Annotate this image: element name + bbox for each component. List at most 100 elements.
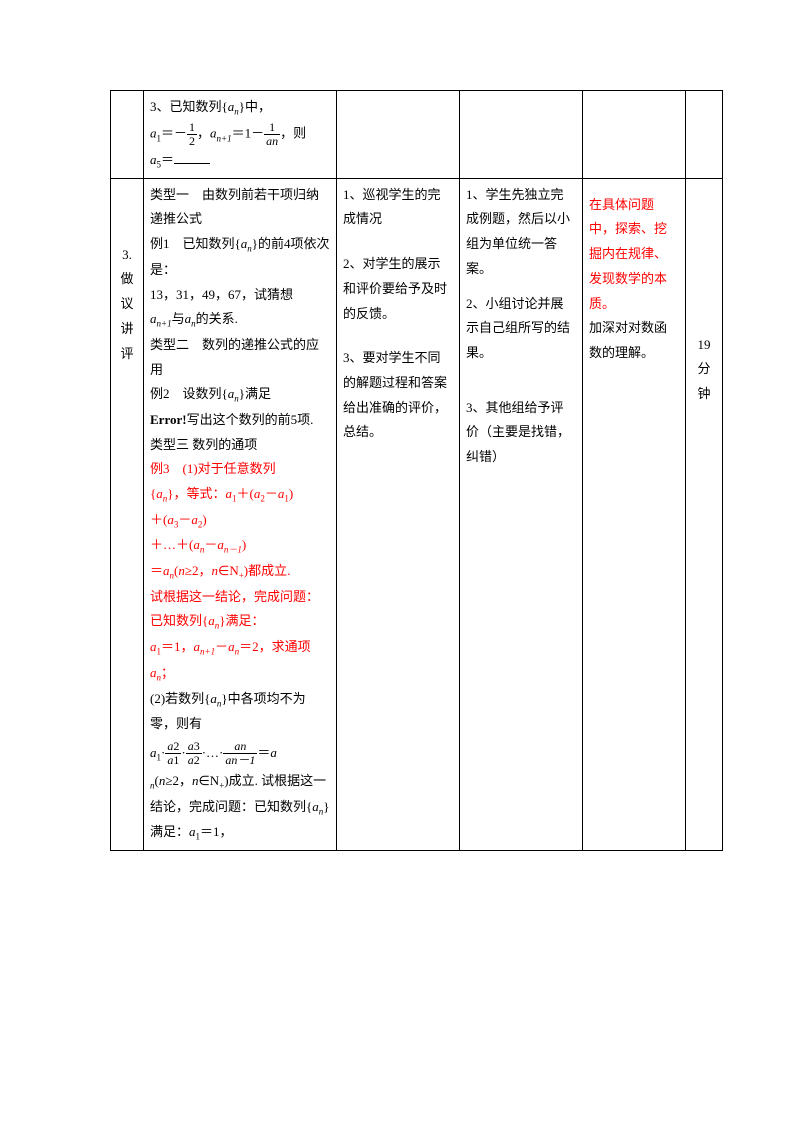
- t: }满足: [239, 386, 271, 401]
- t: ≥2，: [165, 773, 192, 788]
- formula-line: a1·a2a1·a3a2·…·anan－1＝a: [150, 737, 330, 769]
- row1-col3: [337, 91, 460, 179]
- text: 2、对学生的展示和评价要给予及时的反馈。: [343, 252, 453, 326]
- t: ): [289, 486, 293, 501]
- t: －: [215, 639, 228, 654]
- num: 1: [264, 121, 280, 135]
- label: 分: [688, 357, 720, 382]
- text: 13，31，49，67，试猜想: [150, 283, 330, 308]
- t: ＝: [150, 563, 163, 578]
- v: a: [270, 745, 277, 760]
- row2-col3: 1、巡视学生的完成情况 2、对学生的展示和评价要给予及时的反馈。 3、要对学生不…: [337, 178, 460, 850]
- text: 3、已知数列{: [150, 99, 228, 114]
- text-red: a1＝1，an+1－an＝2，求通项 an；: [150, 635, 330, 686]
- row1-col1: [111, 91, 144, 179]
- text: 3、要对学生不同的解题过程和答案给出准确的评价，总结。: [343, 346, 453, 445]
- row1-col6: [686, 91, 723, 179]
- row1-col5: [583, 91, 686, 179]
- t: 例2 设数列{: [150, 386, 228, 401]
- t: －: [204, 537, 217, 552]
- t: 的关系.: [196, 311, 238, 326]
- text: Error!写出这个数列的前5项.: [150, 408, 330, 433]
- text-red: {an}，等式：a1＋(a2－a1): [150, 482, 330, 508]
- n: 2: [173, 739, 179, 753]
- label: 评: [113, 342, 141, 367]
- t: －: [265, 486, 278, 501]
- text: ＝: [161, 152, 174, 167]
- t: ＝2，求通项: [239, 639, 311, 654]
- text: 1、学生先独立完成例题，然后以小组为单位统一答案。: [466, 183, 576, 282]
- row2-col2: 类型一 由数列前若干项归纳递推公式 例1 已知数列{an}的前4项依次是： 13…: [144, 178, 337, 850]
- num: an: [223, 740, 257, 754]
- row2-col4: 1、学生先独立完成例题，然后以小组为单位统一答案。 2、小组讨论并展示自己组所写…: [460, 178, 583, 850]
- n: n: [240, 739, 246, 753]
- var: n: [272, 134, 278, 148]
- text: ＝－: [161, 125, 187, 140]
- text: an+1与an的关系.: [150, 307, 330, 333]
- t: }，等式：: [167, 486, 225, 501]
- text: 类型二 数列的递推公式的应用: [150, 333, 330, 382]
- sub: n+1: [217, 133, 232, 143]
- label: 3.: [113, 243, 141, 268]
- n: 1: [173, 753, 179, 767]
- blank-line: [174, 151, 210, 164]
- t: ): [202, 512, 206, 527]
- text-red: 在具体问题中，探索、挖掘内在规律、发现数学的本质。: [589, 193, 679, 316]
- row2-col1: 3. 做 议 讲 评: [111, 178, 144, 850]
- text-red: ＋…＋(an－an－1): [150, 533, 330, 559]
- text: (2)若数列{an}中各项均不为零，则有: [150, 687, 330, 737]
- text-red: 试根据这一结论，完成问题：: [150, 585, 330, 610]
- den: an: [264, 135, 280, 148]
- text-red: ＝an(n≥2，n∈N+)都成立.: [150, 559, 330, 585]
- s: n+1: [200, 647, 215, 657]
- n: 2: [194, 753, 200, 767]
- text-red: ＋(a3－a2): [150, 508, 330, 534]
- t: ＝1，: [200, 824, 233, 839]
- s: n－1: [224, 545, 242, 555]
- den: 2: [187, 135, 197, 148]
- t: 例1 已知数列{: [150, 236, 241, 251]
- row2-col5: 在具体问题中，探索、挖掘内在规律、发现数学的本质。 加深对对数函数的理解。: [583, 178, 686, 850]
- t: )都成立.: [244, 563, 291, 578]
- label: 钟: [688, 382, 720, 407]
- t: ·…·: [202, 745, 224, 760]
- t: ＝1，: [161, 639, 194, 654]
- text: ，则: [280, 125, 306, 140]
- text: 2、小组讨论并展示自己组所写的结果。: [466, 292, 576, 366]
- t: 已知数列{: [150, 613, 208, 628]
- den: a1: [165, 754, 181, 767]
- text-red: 已知数列{an}满足：: [150, 609, 330, 635]
- text: n(n≥2，n∈N+)成立. 试根据这一结论，完成问题：已知数列{an}满足：a…: [150, 769, 330, 846]
- row2-col6: 19 分 钟: [686, 178, 723, 850]
- t: }满足：: [219, 613, 264, 628]
- text: 3、其他组给予评价（主要是找错，纠错）: [466, 396, 576, 470]
- den: a2: [186, 754, 202, 767]
- s: n+1: [157, 319, 172, 329]
- text: 类型一 由数列前若干项归纳递推公式: [150, 183, 330, 232]
- text: 类型三 数列的通项: [150, 433, 330, 458]
- error-text: Error!: [150, 412, 187, 427]
- text: 例1 已知数列{an}的前4项依次是：: [150, 232, 330, 282]
- label: 议: [113, 292, 141, 317]
- fraction: 1an: [264, 121, 280, 148]
- text: 加深对对数函数的理解。: [589, 316, 679, 365]
- fraction: 12: [187, 121, 197, 148]
- den: an－1: [223, 754, 257, 767]
- text: ，: [197, 125, 210, 140]
- t: 写出这个数列的前5项.: [187, 412, 314, 427]
- num: a3: [186, 740, 202, 754]
- fraction: a3a2: [186, 740, 202, 767]
- fraction: a2a1: [165, 740, 181, 767]
- text: }中，: [239, 99, 271, 114]
- num: a2: [165, 740, 181, 754]
- t: ＋…＋(: [150, 537, 193, 552]
- t: (2)若数列{: [150, 691, 210, 706]
- t: ＋(: [150, 512, 167, 527]
- t: ): [242, 537, 246, 552]
- t: ≥2，: [185, 563, 212, 578]
- label: 讲: [113, 317, 141, 342]
- label: 19: [688, 333, 720, 358]
- t: ∈N: [198, 773, 219, 788]
- n: n－1: [231, 753, 255, 767]
- n: 3: [194, 739, 200, 753]
